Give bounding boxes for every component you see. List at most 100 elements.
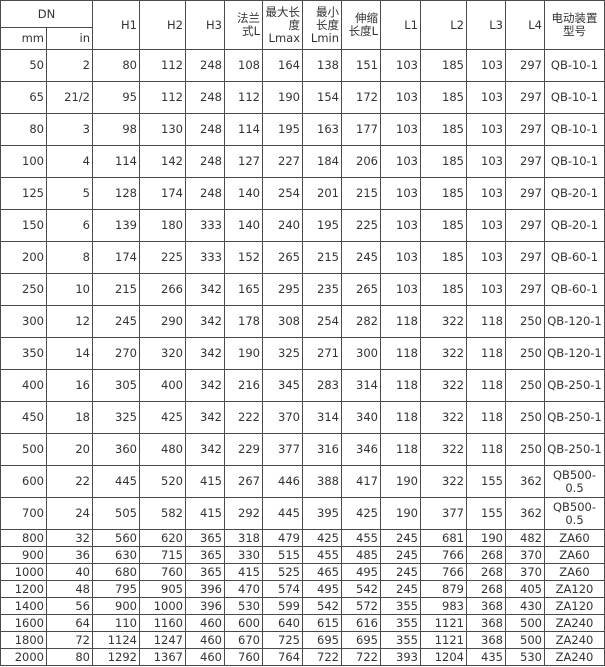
table-cell: ZA60 <box>544 529 605 547</box>
table-cell: 56 <box>46 597 93 615</box>
table-cell: 1121 <box>420 631 467 649</box>
table-cell: 460 <box>185 648 225 666</box>
table-cell: 225 <box>139 241 186 274</box>
table-row: 250 10 215 266 342 165 295 235 265 103 185 103 297 QB… <box>0 273 605 306</box>
table-cell: 177 <box>341 113 381 146</box>
table-cell: 248 <box>185 145 225 178</box>
table-cell: 138 <box>302 49 342 82</box>
table-cell: 250 <box>505 401 545 434</box>
table-cell: 254 <box>262 177 303 210</box>
table-cell: 222 <box>224 401 263 434</box>
table-cell: 185 <box>420 241 467 274</box>
table-cell: ZA240 <box>544 648 605 666</box>
table-cell: 80 <box>92 49 140 82</box>
table-cell: 600 <box>224 614 263 632</box>
table-cell: 370 <box>505 546 545 564</box>
table-cell: 118 <box>466 369 506 402</box>
table-cell: 103 <box>380 209 421 242</box>
table-cell: 8 <box>46 241 93 274</box>
table-cell: 245 <box>341 241 381 274</box>
table-cell: 235 <box>302 273 342 306</box>
table-cell: 216 <box>224 369 263 402</box>
table-cell: 48 <box>46 580 93 598</box>
table-cell: 103 <box>380 113 421 146</box>
table-cell: 118 <box>466 433 506 466</box>
table-cell: 2 <box>46 49 93 82</box>
table-cell: 163 <box>302 113 342 146</box>
table-row: 100 4 114 142 248 127 227 184 206 103 185 103 297 QB-… <box>0 145 605 178</box>
table-cell: 114 <box>224 113 263 146</box>
table-cell: 715 <box>139 546 186 564</box>
table-cell: 108 <box>224 49 263 82</box>
table-cell: 297 <box>505 209 545 242</box>
table-cell: 185 <box>420 177 467 210</box>
table-cell: 368 <box>466 631 506 649</box>
table-cell: 450 <box>0 401 47 434</box>
table-cell: 300 <box>0 305 47 338</box>
table-row: 1600 64 110 1160 460 600 640 615 616 355 1121 368 50… <box>0 614 605 632</box>
table-cell: 314 <box>302 401 342 434</box>
table-cell: 485 <box>341 546 381 564</box>
table-cell: 14 <box>46 337 93 370</box>
table-cell: 722 <box>302 648 342 666</box>
header-l2: L2 <box>420 0 467 50</box>
table-cell: 229 <box>224 433 263 466</box>
table-cell: 1000 <box>139 597 186 615</box>
table-cell: 128 <box>92 177 140 210</box>
table-cell: 185 <box>420 145 467 178</box>
table-cell: 314 <box>341 369 381 402</box>
table-cell: 330 <box>224 546 263 564</box>
table-cell: 268 <box>466 580 506 598</box>
table-cell: 482 <box>505 529 545 547</box>
table-cell: 377 <box>420 497 467 530</box>
table-cell: 270 <box>92 337 140 370</box>
table-cell: 320 <box>139 337 186 370</box>
table-cell: 103 <box>466 177 506 210</box>
table-cell: 2000 <box>0 648 47 666</box>
table-cell: 620 <box>139 529 186 547</box>
table-row: 150 6 139 180 333 140 240 195 225 103 185 103 297 QB-… <box>0 209 605 242</box>
table-cell: 879 <box>420 580 467 598</box>
table-cell: 640 <box>262 614 303 632</box>
table-cell: 417 <box>341 465 381 498</box>
table-cell: 405 <box>505 580 545 598</box>
table-cell: 103 <box>466 273 506 306</box>
table-cell: QB-20-1 <box>544 209 605 242</box>
table-cell: 370 <box>262 401 303 434</box>
table-row: 125 5 128 174 248 140 254 201 215 103 185 103 297 QB-… <box>0 177 605 210</box>
table-cell: 325 <box>262 337 303 370</box>
table-cell: ZA60 <box>544 563 605 581</box>
table-cell: 322 <box>420 337 467 370</box>
table-cell: 40 <box>46 563 93 581</box>
table-cell: 470 <box>224 580 263 598</box>
table-cell: 297 <box>505 49 545 82</box>
table-cell: 10 <box>46 273 93 306</box>
table-cell: 599 <box>262 597 303 615</box>
table-cell: 72 <box>46 631 93 649</box>
table-cell: QB-60-1 <box>544 241 605 274</box>
table-cell: QB500-0.5 <box>544 497 605 530</box>
table-cell: 393 <box>380 648 421 666</box>
table-cell: 362 <box>505 497 545 530</box>
table-cell: 103 <box>380 273 421 306</box>
header-l4: L4 <box>505 0 545 50</box>
table-cell: 900 <box>92 597 140 615</box>
table-cell: 1247 <box>139 631 186 649</box>
table-cell: 185 <box>420 113 467 146</box>
table-cell: 165 <box>224 273 263 306</box>
table-cell: 1000 <box>0 563 47 581</box>
table-cell: 21/2 <box>46 81 93 114</box>
table-cell: 368 <box>466 614 506 632</box>
table-cell: 140 <box>224 209 263 242</box>
header-expansion-l: 伸缩长度L <box>341 0 381 50</box>
table-cell: 460 <box>185 631 225 649</box>
table-cell: 680 <box>92 563 140 581</box>
table-row: 400 16 305 400 342 216 345 283 314 118 322 118 250 QB… <box>0 369 605 402</box>
table-cell: 316 <box>302 433 342 466</box>
table-cell: 215 <box>302 241 342 274</box>
table-cell: QB-10-1 <box>544 113 605 146</box>
table-cell: 112 <box>139 49 186 82</box>
table-row: 300 12 245 290 342 178 308 254 282 118 322 118 250 QB… <box>0 305 605 338</box>
table-cell: 760 <box>139 563 186 581</box>
table-cell: 103 <box>466 49 506 82</box>
